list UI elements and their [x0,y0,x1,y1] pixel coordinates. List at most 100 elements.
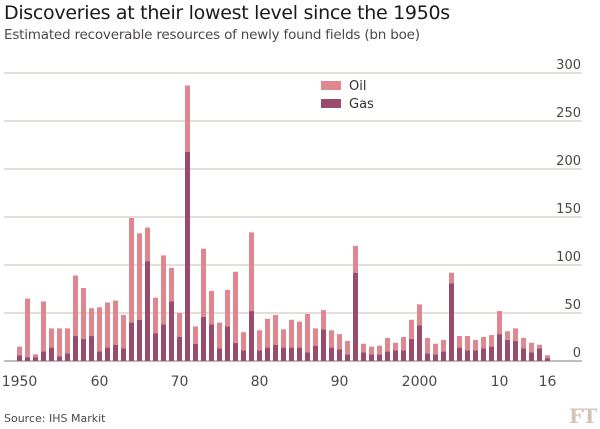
bar-oil-1955 [57,328,62,357]
bar-oil-1991 [345,340,350,355]
x-axis-ticks: 1950 60 70 80 90 2000 10 16 [2,374,557,390]
bar-oil-1967 [153,297,158,334]
bar-gas-1959 [89,336,94,361]
legend-label-gas: Gas [349,97,374,112]
bar-oil-1976 [225,289,230,327]
bar-oil-1956 [65,328,70,354]
bar-oil-1983 [281,329,286,348]
bar-oil-1988 [321,310,326,330]
bar-oil-1994 [369,346,374,355]
x-tick-label: 1950 [2,374,38,390]
bar-oil-1974 [209,290,214,325]
bar-gas-1954 [49,347,54,361]
bar-oil-1977 [233,271,238,343]
bar-gas-1950 [17,355,22,361]
bar-gas-2002 [433,354,438,361]
bar-gas-1958 [81,338,86,361]
bar-gas-2006 [465,350,470,361]
source-note: Source: IHS Markit [4,412,106,425]
bar-oil-1954 [49,328,54,348]
bar-oil-2013 [521,337,526,349]
x-tick-label: 80 [251,374,269,390]
y-tick-label: 250 [556,106,581,121]
bar-gas-1999 [409,338,414,361]
bar-oil-1993 [361,343,366,353]
bar-gas-1989 [329,347,334,361]
bar-gas-2001 [425,353,430,361]
bar-oil-1975 [217,322,222,349]
x-tick-label: 10 [491,374,509,390]
bar-oil-1973 [201,248,206,317]
bar-oil-1997 [393,342,398,351]
bar-gas-2016 [545,358,550,361]
bar-gas-1978 [241,350,246,361]
bar-oil-2010 [497,311,502,335]
x-tick-label: 70 [171,374,189,390]
bar-gas-1985 [297,347,302,361]
bar-gas-1951 [25,357,30,361]
bar-gas-2012 [513,340,518,361]
bar-gas-1982 [273,344,278,361]
bar-oil-2016 [545,355,550,359]
bar-oil-1970 [177,313,182,337]
bar-oil-1961 [105,302,110,348]
bar-gas-1952 [33,357,38,361]
bar-gas-1974 [209,324,214,361]
bar-gas-1992 [353,272,358,361]
bar-gas-2013 [521,348,526,361]
bar-oil-2000 [417,304,422,326]
bar-gas-2015 [537,348,542,361]
bar-gas-1966 [145,261,150,361]
bar-gas-1979 [249,311,254,361]
bar-gas-2004 [449,283,454,361]
bar-gas-2014 [529,352,534,361]
bar-oil-1985 [297,321,302,348]
bar-oil-2011 [505,331,510,340]
bar-gas-1957 [73,336,78,361]
bar-gas-2007 [473,350,478,361]
bar-gas-1994 [369,354,374,361]
bar-oil-1981 [265,318,270,348]
bar-oil-2009 [489,335,494,347]
bar-oil-1953 [41,301,46,352]
bar-gas-2003 [441,351,446,361]
bar-gas-1998 [401,350,406,361]
bar-oil-2005 [457,336,462,348]
bar-oil-2004 [449,272,454,284]
bar-oil-2003 [441,339,446,352]
bar-gas-1986 [305,352,310,361]
bar-gas-2000 [417,325,422,361]
bar-oil-1992 [353,245,358,273]
bar-oil-1971 [185,85,190,152]
bar-oil-1958 [81,288,86,339]
bar-oil-1987 [313,328,318,346]
bar-oil-1952 [33,354,38,358]
x-tick-label: 60 [91,374,109,390]
bar-gas-1977 [233,342,238,361]
bar-gas-1991 [345,354,350,361]
bar-oil-1978 [241,332,246,351]
chart-title: Discoveries at their lowest level since … [4,2,450,24]
bars [17,85,550,361]
x-tick-label: 16 [539,374,557,390]
x-tick-label: 2000 [402,374,438,390]
bar-gas-2009 [489,346,494,361]
legend: Oil Gas [321,79,374,112]
bar-gas-1968 [161,324,166,361]
bar-gas-1973 [201,316,206,361]
y-tick-label: 300 [556,58,581,73]
y-tick-label: 150 [556,202,581,217]
bar-gas-1969 [169,301,174,361]
bar-oil-1951 [25,298,30,358]
bar-oil-1962 [113,300,118,345]
bar-gas-1997 [393,350,398,361]
bar-oil-2002 [433,343,438,355]
bar-oil-2007 [473,339,478,351]
bar-oil-2008 [481,337,486,349]
ft-logo: FT [569,404,597,428]
bar-gas-1965 [137,319,142,361]
bar-oil-1966 [145,227,150,262]
bar-gas-1972 [193,343,198,361]
bar-oil-1982 [273,314,278,345]
